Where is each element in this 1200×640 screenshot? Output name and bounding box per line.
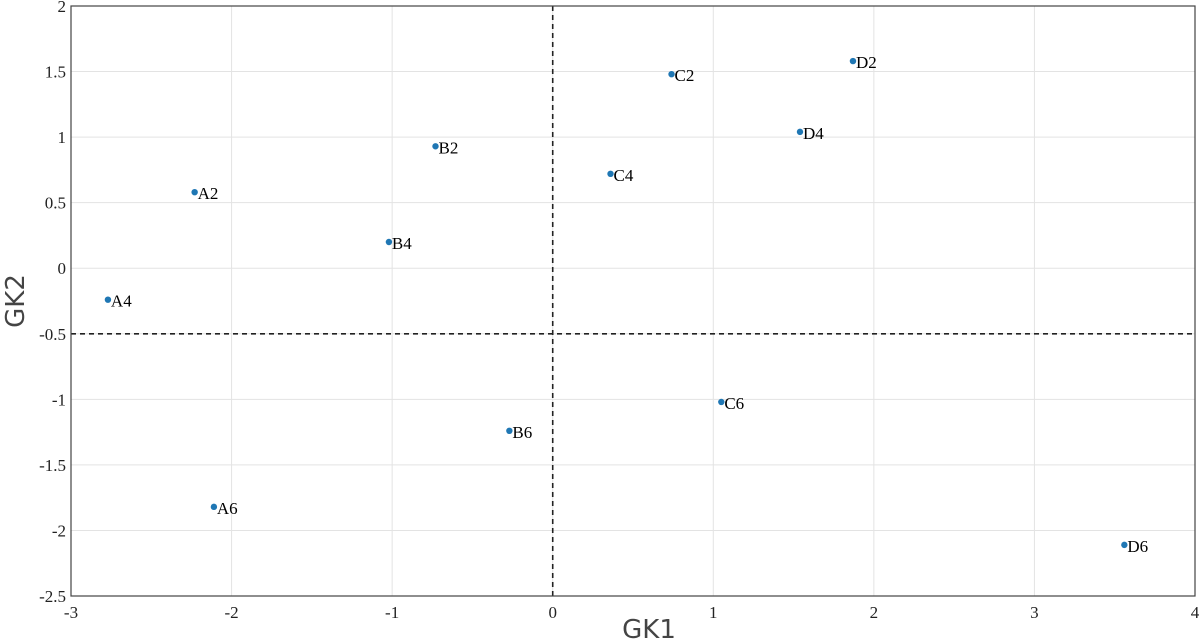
- y-tick-label: -0.5: [39, 325, 66, 344]
- x-tick-label: 1: [709, 603, 718, 622]
- y-tick-label: -2.5: [39, 587, 66, 606]
- y-tick-label: 1.5: [45, 63, 66, 82]
- y-tick-label: -2: [52, 521, 66, 540]
- point-marker: [210, 503, 218, 511]
- data-point-c6: C6: [718, 394, 744, 413]
- grid: [70, 5, 1196, 597]
- y-tick-label: 0: [58, 259, 67, 278]
- point-marker: [191, 188, 198, 196]
- x-tick-label: -2: [224, 603, 238, 622]
- point-label: A4: [111, 292, 132, 311]
- point-marker: [506, 427, 513, 434]
- point-label: C6: [724, 394, 744, 413]
- point-label: D2: [856, 53, 877, 72]
- point-marker: [1121, 541, 1128, 549]
- y-tick-label: -1: [52, 390, 66, 409]
- x-tick-label: -1: [385, 603, 399, 622]
- point-marker: [796, 128, 804, 136]
- point-label: A2: [198, 184, 219, 203]
- point-label: C4: [614, 166, 634, 185]
- x-tick-label: 2: [870, 603, 879, 622]
- data-points: A2 A4 A6 B2 B4 B6 C2 C4 C6 D2 D4 D6: [104, 53, 1148, 556]
- data-point-d4: D4: [796, 124, 824, 143]
- point-marker: [718, 398, 725, 406]
- y-tick-label: 2: [58, 0, 67, 16]
- point-marker: [607, 170, 614, 178]
- data-point-b4: B4: [385, 234, 412, 253]
- point-label: D4: [803, 124, 824, 143]
- x-tick-label: 3: [1030, 603, 1039, 622]
- y-tick-label: 0.5: [45, 194, 66, 213]
- point-label: B2: [438, 138, 458, 157]
- data-point-d2: D2: [849, 53, 877, 72]
- x-tick-label: 0: [548, 603, 557, 622]
- x-tick-label: -3: [64, 603, 78, 622]
- y-tick-labels: -2.5 -2 -1.5 -1 -0.5 0 0.5 1 1.5 2: [39, 0, 66, 606]
- data-point-c4: C4: [607, 166, 634, 185]
- point-label: B6: [512, 423, 532, 442]
- data-point-a2: A2: [191, 184, 218, 203]
- point-marker: [385, 238, 393, 246]
- reference-lines: [71, 6, 1195, 596]
- data-point-d6: D6: [1121, 537, 1148, 556]
- point-marker: [104, 296, 112, 303]
- data-point-b6: B6: [506, 423, 532, 442]
- y-tick-label: -1.5: [39, 456, 66, 475]
- point-label: C2: [675, 66, 695, 85]
- point-marker: [668, 70, 675, 78]
- data-point-c2: C2: [668, 66, 694, 85]
- x-axis-label: GK1: [622, 615, 676, 640]
- data-point-a4: A4: [104, 292, 132, 311]
- point-marker: [849, 57, 857, 65]
- plot-frame: [70, 5, 1196, 597]
- point-label: D6: [1127, 537, 1148, 556]
- y-tick-label: 1: [58, 128, 67, 147]
- data-point-a6: A6: [210, 499, 238, 518]
- point-label: B4: [392, 234, 412, 253]
- point-label: A6: [217, 499, 238, 518]
- x-tick-label: 4: [1191, 603, 1200, 622]
- data-point-b2: B2: [432, 138, 458, 157]
- x-tick-labels: -3 -2 -1 0 1 2 3 4: [64, 603, 1200, 622]
- y-axis-label: GK2: [1, 274, 31, 328]
- point-marker: [432, 143, 439, 150]
